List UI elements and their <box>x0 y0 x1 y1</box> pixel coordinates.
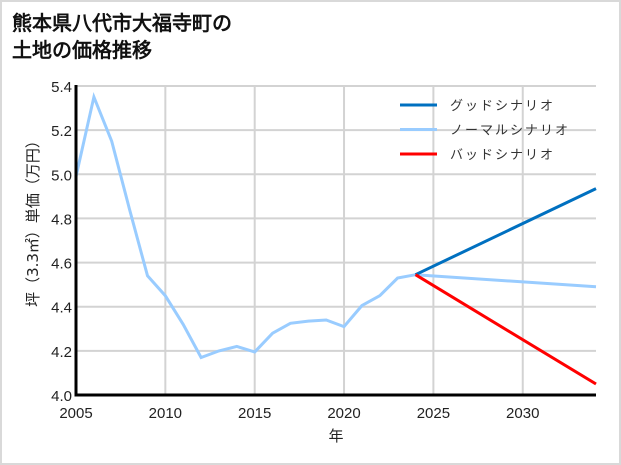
y-tick-label: 4.6 <box>51 256 72 273</box>
x-tick-label: 2025 <box>417 405 450 422</box>
tick-labels: 4.0 4.2 4.4 4.6 4.8 5.0 5.2 5.4 2005 2010 2015 2020… <box>51 79 539 422</box>
y-tick-label: 5.4 <box>51 79 72 96</box>
series-line <box>74 91 597 360</box>
legend-item: グッドシナリオ <box>400 99 555 114</box>
chart-title: 熊本県八代市大福寺町の 土地の価格推移 <box>12 10 232 64</box>
legend-item: ノーマルシナリオ <box>400 124 570 139</box>
x-tick-label: 2015 <box>238 405 271 422</box>
axes <box>74 85 596 397</box>
y-tick-label: 5.0 <box>51 167 72 184</box>
x-tick-label: 2005 <box>59 405 92 422</box>
y-tick-label: 4.8 <box>51 211 72 228</box>
x-tick-label: 2030 <box>506 405 539 422</box>
series-line <box>414 273 597 386</box>
y-axis-label: 坪（3.3㎡）単価（万円） <box>24 133 42 307</box>
x-tick-label: 2010 <box>149 405 182 422</box>
x-axis-label: 年 <box>328 427 343 445</box>
legend-label: グッドシナリオ <box>450 99 555 114</box>
data-series <box>74 91 597 386</box>
y-tick-label: 4.2 <box>51 344 72 361</box>
series-line <box>414 187 597 277</box>
x-tick-label: 2020 <box>327 405 360 422</box>
chart-title-line1: 熊本県八代市大福寺町の <box>12 11 232 35</box>
y-tick-label: 4.4 <box>51 300 72 317</box>
y-tick-label: 5.2 <box>51 123 72 140</box>
legend-label: ノーマルシナリオ <box>450 124 570 139</box>
y-tick-label: 4.0 <box>51 388 72 405</box>
legend-label: バッドシナリオ <box>450 148 555 163</box>
chart-title-line2: 土地の価格推移 <box>12 38 152 62</box>
legend-item: バッドシナリオ <box>400 148 555 163</box>
